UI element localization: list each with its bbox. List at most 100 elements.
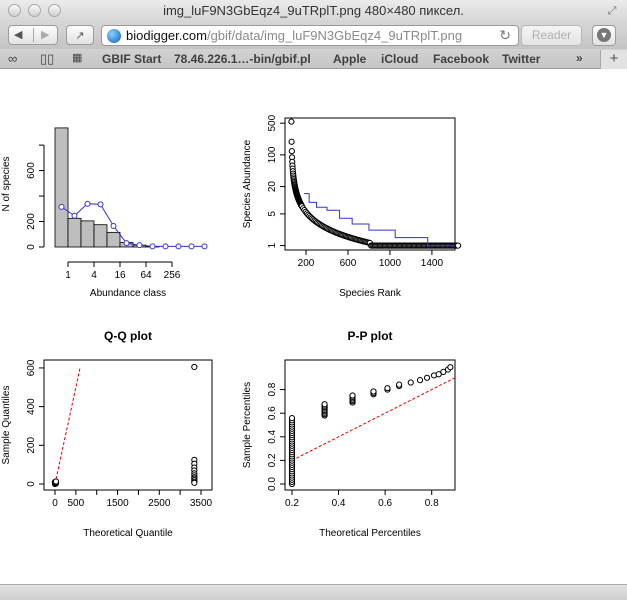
expected-point — [123, 240, 130, 247]
y-axis-label: Sample Quantiles — [1, 386, 12, 465]
x-tick-label: 1400 — [421, 258, 444, 269]
expected-point — [175, 243, 182, 250]
y-axis-label: N of species — [1, 156, 12, 211]
expected-point — [58, 203, 65, 210]
bookmark-item[interactable]: GBIF Start — [102, 52, 162, 66]
y-tick-label: 0.8 — [267, 382, 278, 396]
histogram-bar — [80, 220, 95, 248]
y-tick-label: 0.2 — [267, 453, 278, 467]
bookmarks-bar: ∞ ▯▯ ▦ GBIF Start 78.46.226.1…-bin/gbif.… — [0, 49, 627, 69]
expected-line — [303, 193, 453, 247]
data-point — [370, 388, 377, 395]
expected-point — [84, 200, 91, 207]
plot-title: P-P plot — [347, 329, 392, 343]
y-tick-label: 400 — [26, 398, 37, 415]
share-icon: ↗ — [75, 29, 85, 42]
toolbar: ◀ ▶ ↗ biodigger.com/gbif/data/img_luF9N3… — [0, 22, 627, 49]
y-tick-label: 100 — [267, 146, 278, 163]
data-point — [454, 242, 462, 249]
bookmark-item[interactable]: Facebook — [433, 52, 490, 66]
data-point — [435, 371, 442, 378]
reader-button[interactable]: Reader — [521, 25, 582, 46]
minimize-window-button[interactable] — [28, 4, 41, 17]
share-button[interactable]: ↗ — [66, 25, 94, 45]
data-point — [349, 392, 356, 399]
expected-point — [136, 242, 143, 249]
globe-icon — [107, 29, 121, 43]
bookmarks-overflow-button[interactable]: » — [576, 51, 583, 65]
expected-point — [201, 243, 208, 250]
bookmark-item[interactable]: Twitter — [502, 52, 541, 66]
x-tick-label: 0 — [52, 498, 58, 509]
forward-icon[interactable]: ▶ — [41, 29, 50, 41]
expected-point — [188, 243, 195, 250]
expected-point — [97, 201, 104, 208]
x-tick-label: 0.4 — [332, 498, 346, 509]
data-point — [440, 368, 447, 375]
reference-line — [54, 367, 81, 485]
expected-point — [149, 243, 156, 250]
data-point — [288, 118, 295, 125]
data-point — [288, 148, 295, 155]
expected-point — [71, 212, 78, 219]
x-tick-label: 0.2 — [285, 498, 299, 509]
downloads-button[interactable]: ▼ — [592, 25, 616, 46]
histogram-bar — [93, 224, 108, 248]
reload-icon[interactable]: ↻ — [499, 27, 511, 43]
x-tick-label: 4 — [91, 270, 97, 281]
y-tick-label: 0.0 — [267, 477, 278, 491]
y-tick-label: 200 — [26, 213, 37, 230]
data-point — [447, 364, 454, 371]
download-icon: ▼ — [597, 28, 611, 42]
x-axis-label: Species Rank — [339, 288, 402, 299]
url-text[interactable]: biodigger.com/gbif/data/img_luF9N3GbEqz4… — [126, 28, 463, 43]
x-tick-label: 600 — [340, 258, 357, 269]
expected-point — [162, 243, 169, 250]
plot-frame — [284, 359, 456, 491]
plot-frame — [43, 359, 213, 491]
y-tick-label: 5 — [267, 211, 278, 217]
bookmark-item[interactable]: Apple — [333, 52, 367, 66]
y-tick-label: 600 — [26, 162, 37, 179]
data-point — [191, 479, 198, 486]
data-point — [288, 138, 295, 145]
reading-list-icon[interactable]: ∞ — [8, 51, 18, 66]
bookmark-item[interactable]: iCloud — [381, 52, 419, 66]
x-tick-label: 2500 — [148, 498, 171, 509]
zoom-window-button[interactable] — [48, 4, 61, 17]
data-point — [384, 385, 391, 392]
data-point — [416, 377, 424, 384]
y-tick-label: 0.4 — [267, 429, 278, 443]
image-viewport: 0 200 600 1 4 16 64 256 Abundance class N of spec… — [0, 70, 627, 584]
x-tick-label: 256 — [164, 270, 181, 281]
new-tab-button[interactable]: + — [600, 50, 627, 69]
x-tick-label: 64 — [140, 270, 152, 281]
y-axis-label: Species Abundance — [242, 139, 253, 228]
address-bar[interactable]: biodigger.com/gbif/data/img_luF9N3GbEqz4… — [101, 25, 519, 46]
plot-frame — [284, 117, 456, 251]
top-sites-icon[interactable]: ▦ — [72, 52, 83, 64]
close-window-button[interactable] — [8, 4, 21, 17]
data-point — [423, 374, 431, 381]
x-tick-label: 1 — [65, 270, 71, 281]
y-tick-label: 0 — [26, 481, 37, 487]
expected-point — [110, 222, 117, 229]
status-bar — [0, 584, 627, 600]
x-tick-label: 16 — [114, 270, 126, 281]
x-tick-label: 200 — [298, 258, 315, 269]
fullscreen-icon[interactable]: ⤢ — [607, 5, 617, 17]
plot-title: Q-Q plot — [104, 329, 152, 343]
y-tick-label: 0 — [26, 244, 37, 250]
bookmark-item[interactable]: 78.46.226.1…-bin/gbif.pl — [174, 52, 311, 66]
bookmarks-icon[interactable]: ▯▯ — [40, 51, 55, 66]
data-point — [396, 381, 403, 388]
y-tick-label: 1 — [267, 242, 278, 248]
y-tick-label: 500 — [267, 114, 278, 131]
back-icon[interactable]: ◀ — [14, 29, 23, 41]
histogram-bar — [54, 127, 69, 248]
reference-line — [291, 377, 456, 461]
x-axis-label: Theoretical Percentiles — [319, 528, 421, 539]
y-tick-label: 600 — [26, 359, 37, 376]
